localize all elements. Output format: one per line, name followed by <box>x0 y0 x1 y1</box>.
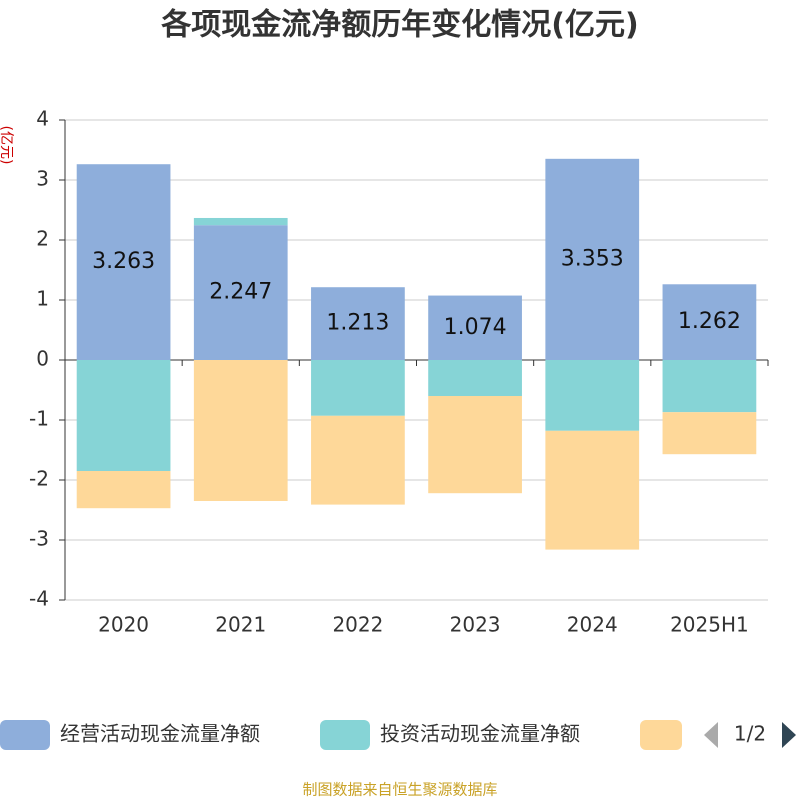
source: 制图数据来自恒生聚源数据库 <box>302 781 497 799</box>
x-tick-label: 2022 <box>332 613 383 637</box>
chart-title: 各项现金流净额历年变化情况(亿元) <box>160 8 638 43</box>
x-tick-label: 2024 <box>567 613 618 637</box>
bar <box>545 430 640 550</box>
data-label: 2.247 <box>209 280 272 305</box>
legend-label: 经营活动现金流量净额 <box>60 722 260 746</box>
y-axis-label: (亿元) <box>0 126 14 165</box>
bar <box>662 412 757 455</box>
bar <box>311 415 405 505</box>
legend-label: 投资活动现金流量净额 <box>380 722 580 746</box>
bar <box>76 471 171 509</box>
data-label: 1.074 <box>444 315 507 340</box>
legend-next[interactable] <box>782 722 796 748</box>
data-label: 1.262 <box>678 309 741 334</box>
y-tick-label: -2 <box>29 467 49 491</box>
y-tick-label: -1 <box>29 407 49 431</box>
y-tick-label: 4 <box>36 107 49 131</box>
bar <box>76 360 171 471</box>
bar <box>193 217 288 226</box>
bar <box>311 360 405 416</box>
bar <box>545 158 640 360</box>
y-tick-label: 0 <box>36 347 49 371</box>
bar <box>76 164 171 360</box>
y-tick-label: 1 <box>36 287 49 311</box>
x-tick-label: 2020 <box>98 613 149 637</box>
data-label: 3.353 <box>561 246 624 271</box>
bar <box>193 360 288 501</box>
bar <box>428 360 522 396</box>
x-tick-label: 2023 <box>450 613 501 637</box>
data-label: 3.263 <box>92 249 155 274</box>
bar <box>428 295 522 360</box>
y-tick-label: -4 <box>29 587 49 611</box>
bar <box>662 284 757 360</box>
y-tick-label: 3 <box>36 167 49 191</box>
legend-page: 1/2 <box>734 722 766 746</box>
bar <box>311 287 405 360</box>
data-label: 1.213 <box>326 311 389 336</box>
x-tick-label: 2025H1 <box>670 613 749 637</box>
legend-swatch <box>640 720 682 750</box>
bar <box>662 360 757 413</box>
x-tick-label: 2021 <box>215 613 266 637</box>
bar <box>428 396 522 494</box>
legend-prev[interactable] <box>704 722 718 748</box>
y-tick-label: -3 <box>29 527 49 551</box>
bar <box>545 360 640 431</box>
legend-swatch <box>0 720 50 750</box>
legend-swatch <box>320 720 370 750</box>
y-tick-label: 2 <box>36 227 49 251</box>
bar <box>193 225 288 360</box>
